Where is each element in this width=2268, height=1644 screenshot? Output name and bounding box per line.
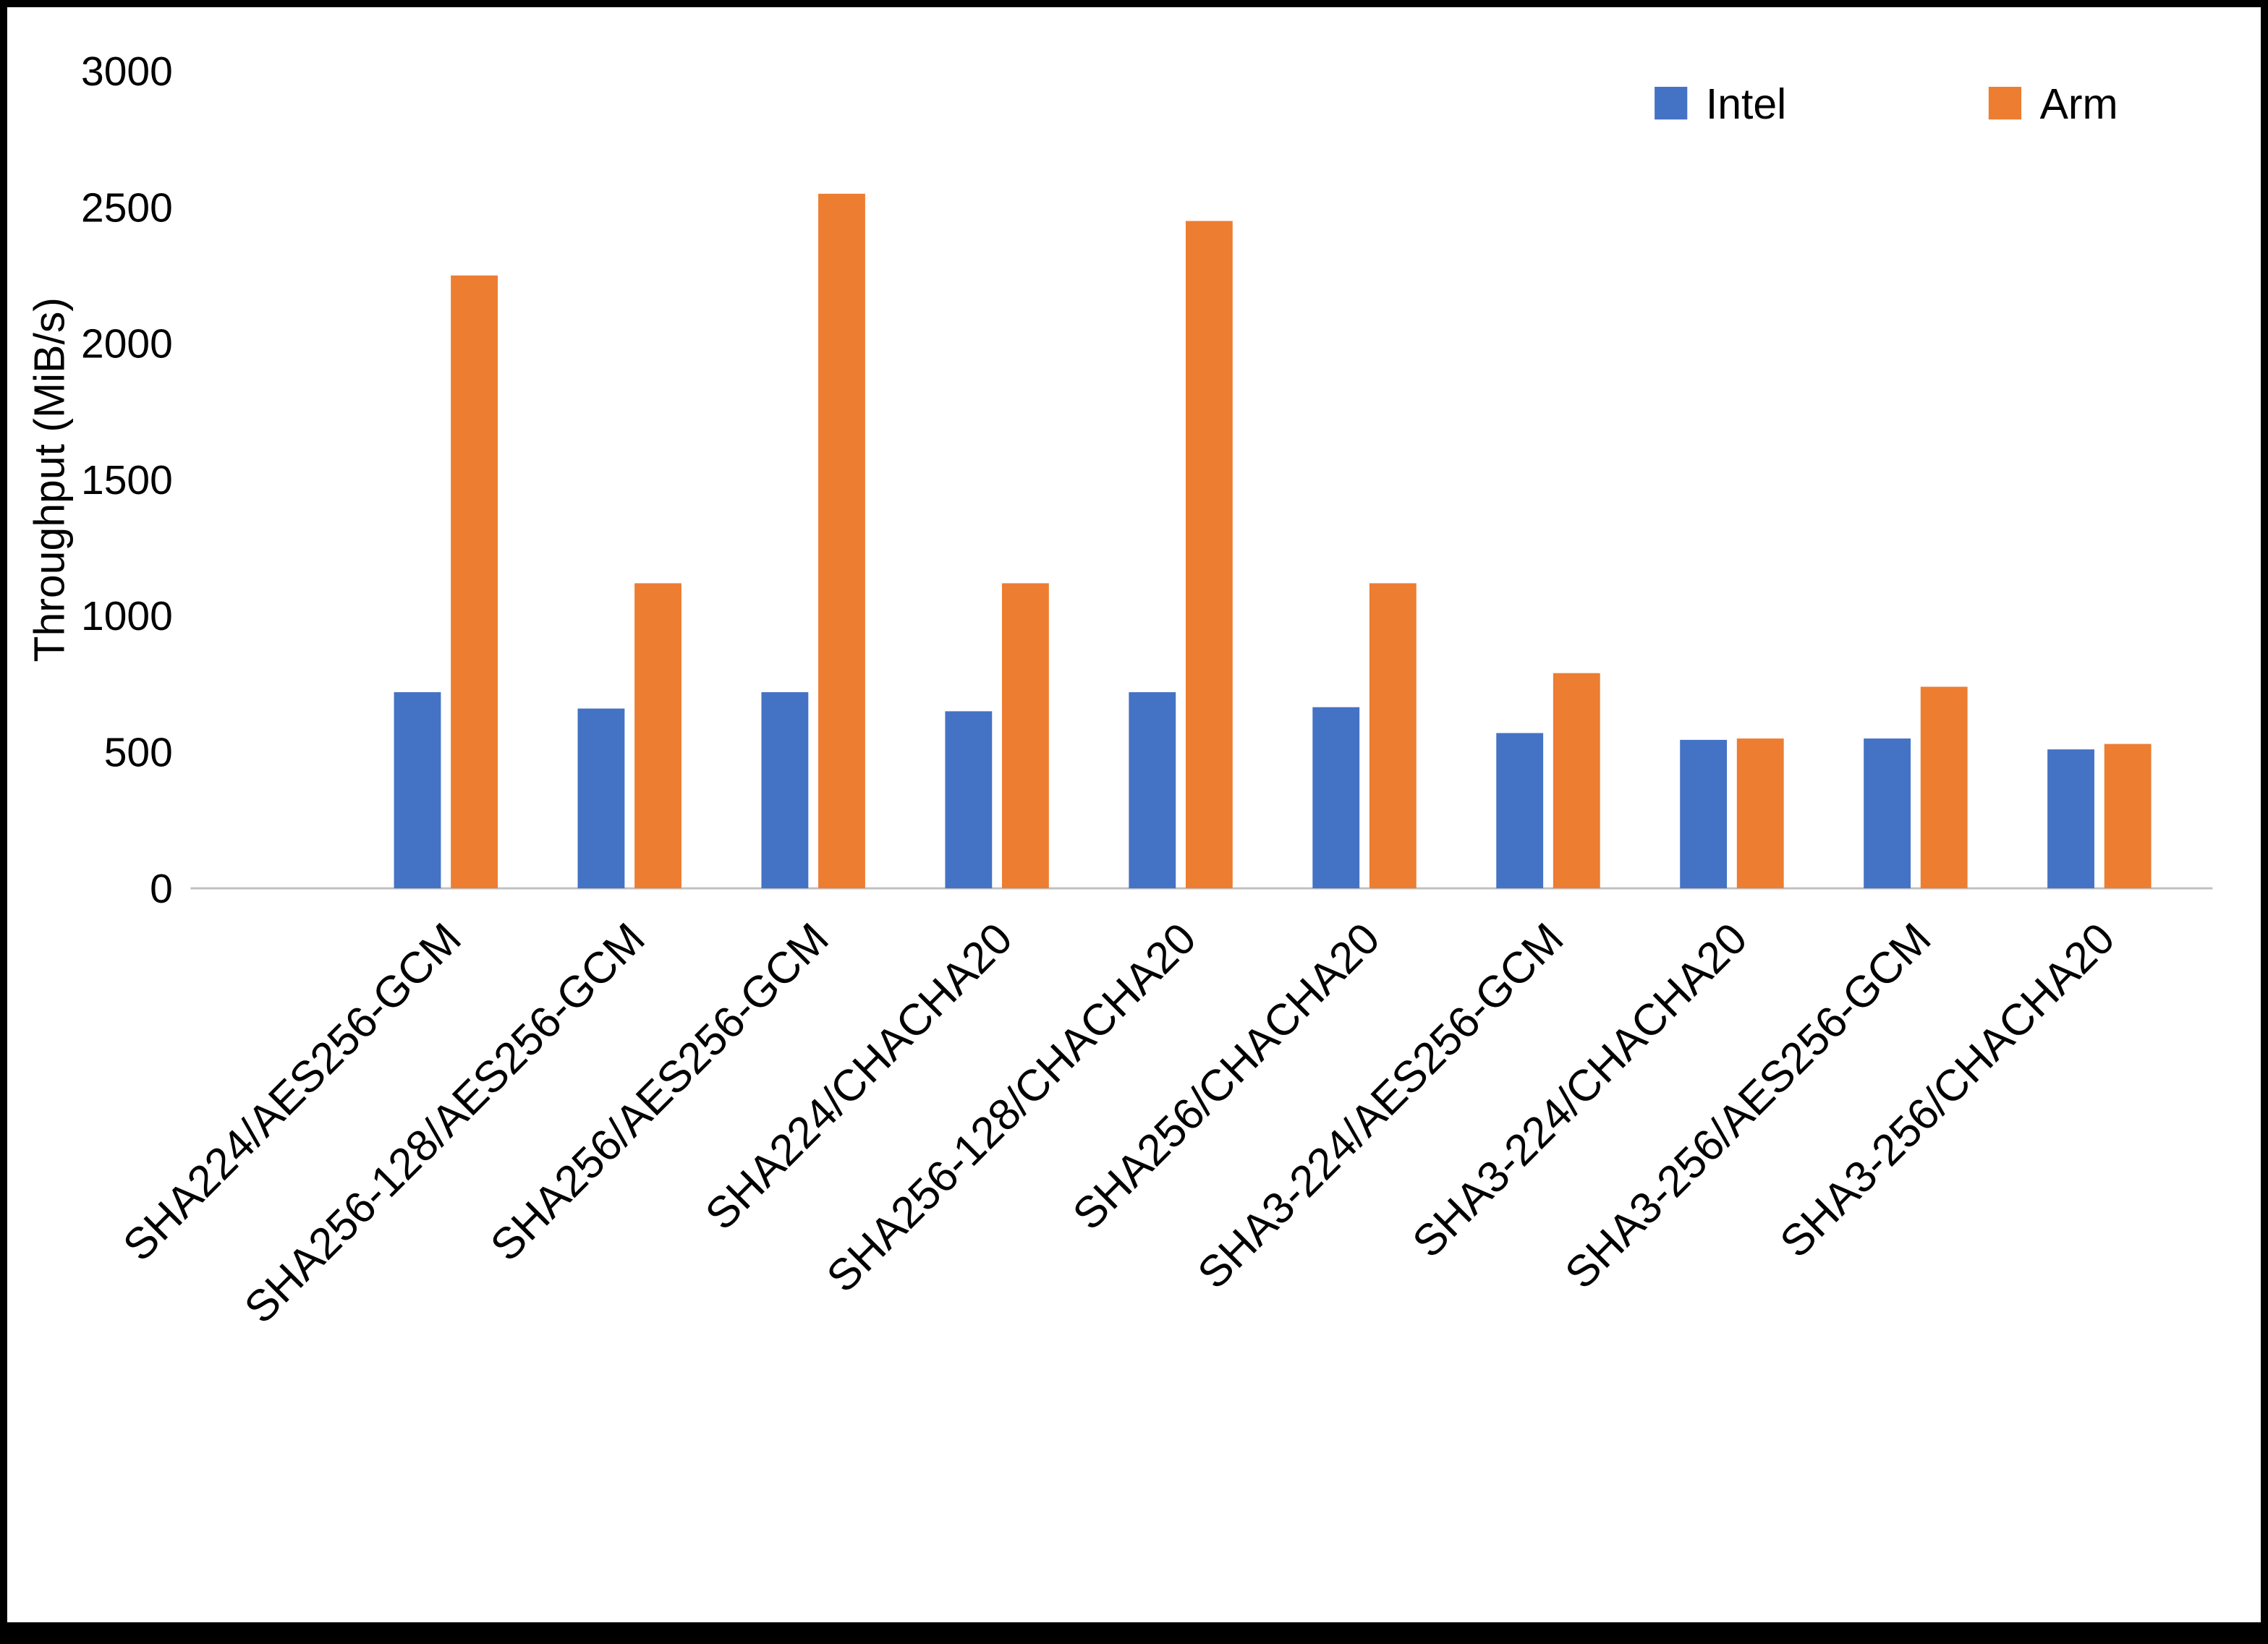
bar-intel [394, 692, 441, 889]
bar-intel [1680, 739, 1728, 889]
x-category-label: SHA3-224/CHACHA20 [1403, 913, 1756, 1266]
bar-arm [818, 193, 865, 889]
bar-intel [1496, 733, 1544, 889]
bar-arm [634, 583, 681, 889]
y-axis-title: Throughput (MiB/s) [26, 297, 73, 662]
bar-arm [2104, 744, 2152, 889]
x-category-label: SHA224/AES256-GCM [114, 913, 470, 1270]
bar-arm [1369, 583, 1417, 889]
bar-arm [451, 275, 498, 889]
x-category-label: SHA3-256/CHACHA20 [1770, 913, 2123, 1266]
bar-arm [1920, 686, 1968, 889]
bar-intel [2047, 749, 2094, 889]
x-category-label: SHA256-128/AES256-GCM [235, 913, 654, 1332]
bar-intel [1864, 738, 1911, 889]
bar-intel [1312, 707, 1360, 889]
bar-intel [577, 708, 625, 889]
throughput-bar-chart: 0 500 1000 1500 2000 2500 3000 Throughput (MiB/… [26, 48, 2213, 1332]
bar-intel [1129, 692, 1176, 889]
x-category-label: SHA3-256/AES256-GCM [1555, 913, 1940, 1298]
y-tick-label: 2500 [81, 184, 173, 231]
bar-arm [1185, 221, 1233, 889]
y-tick-label: 2000 [81, 321, 173, 367]
x-category-label: SHA224/CHACHA20 [696, 913, 1022, 1239]
x-category-label: SHA256/AES256-GCM [481, 913, 838, 1270]
x-category-label: SHA256-128/CHACHA20 [817, 913, 1205, 1301]
bar-arm [1553, 673, 1600, 889]
y-tick-label: 1500 [81, 457, 173, 503]
legend-label-arm: Arm [2040, 81, 2118, 128]
bar-arm [1002, 583, 1049, 889]
x-category-label: SHA256/CHACHA20 [1063, 913, 1389, 1239]
bar-arm [1736, 738, 1784, 889]
y-tick-label: 3000 [81, 48, 173, 95]
y-tick-label: 1000 [81, 593, 173, 639]
y-tick-label: 0 [150, 866, 173, 912]
x-category-label: SHA3-224/AES256-GCM [1188, 913, 1572, 1298]
legend-swatch-arm [1988, 87, 2022, 120]
bar-intel [761, 692, 809, 889]
bar-intel [945, 711, 993, 889]
legend-swatch-intel [1655, 87, 1688, 120]
legend-label-intel: Intel [1706, 81, 1786, 128]
y-tick-label: 500 [104, 730, 173, 776]
